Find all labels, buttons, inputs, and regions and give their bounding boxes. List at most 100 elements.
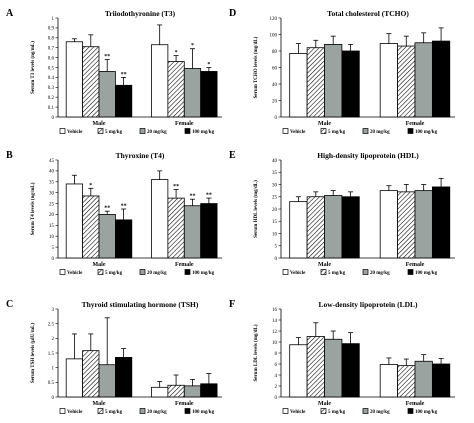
- legend-label: 100 mg/kg: [192, 130, 215, 135]
- legend-swatch: [139, 269, 146, 275]
- category-label: Male: [318, 121, 331, 127]
- y-tick-label: 45: [49, 159, 55, 164]
- bar: [167, 197, 185, 259]
- chart-panel-d: D Total cholesterol (TCHO) 0 20 40 60 80 100 120…: [229, 8, 455, 135]
- category-label: Male: [318, 262, 331, 268]
- legend-label: Vehicle: [67, 130, 83, 135]
- significance-mark: **: [104, 206, 110, 212]
- legend-label: Vehicle: [290, 271, 306, 276]
- bar: [414, 360, 433, 398]
- bar: [200, 383, 218, 398]
- legend-label: 5 mg/kg: [328, 410, 346, 415]
- y-tick-label: 120: [270, 17, 278, 22]
- panel-letter: B: [6, 150, 13, 161]
- y-tick-label: 0: [52, 396, 55, 401]
- panel-title: Triiodothyronine (T3): [105, 9, 176, 18]
- y-tick-label: 15: [272, 220, 278, 225]
- significance-mark: **: [121, 204, 127, 210]
- y-axis-label: Serum HDL levels (mg/dL): [254, 180, 259, 238]
- bar: [167, 384, 185, 398]
- chart-panel-c: C Thyroid stimulating hormone (TSH) 0 0.5 1 1…: [6, 299, 222, 415]
- panel-title: High-density lipoprotein (HDL): [317, 151, 419, 160]
- legend: Vehicle 5 mg/kg 20 mg/kg 100 mg/kg: [282, 128, 438, 135]
- legend: Vehicle 5 mg/kg 20 mg/kg 100 mg/kg: [282, 269, 438, 276]
- category-label: Female: [175, 401, 194, 407]
- y-tick-label: 14: [272, 319, 278, 324]
- legend-label: 100 mg/kg: [415, 410, 438, 415]
- y-tick-label: 0.5: [48, 66, 55, 71]
- bar: [397, 365, 416, 398]
- legend-label: 20 mg/kg: [370, 410, 390, 415]
- panel-letter: A: [6, 8, 14, 19]
- bar: [183, 205, 202, 259]
- y-axis-label: Serum TSH levels (μIU/mL): [31, 323, 36, 383]
- legend-label: Vehicle: [290, 130, 306, 135]
- panel-title: Low-density lipoprotein (LDL): [318, 300, 418, 309]
- y-tick-label: 5: [52, 246, 55, 251]
- bar: [183, 68, 202, 118]
- legend-swatch: [59, 128, 66, 134]
- category-label: Female: [406, 262, 425, 268]
- legend-swatch: [320, 128, 327, 134]
- y-tick-label: 8: [275, 352, 278, 357]
- y-tick-label: 1.5: [48, 352, 55, 357]
- y-tick-label: 30: [49, 191, 55, 196]
- bar: [397, 45, 416, 118]
- y-tick-label: 35: [49, 181, 55, 186]
- y-tick-label: 4: [275, 374, 278, 379]
- legend-label: 5 mg/kg: [105, 410, 123, 415]
- bar: [379, 190, 398, 259]
- legend-swatch: [320, 269, 327, 275]
- bar: [82, 46, 100, 118]
- panel-letter: C: [6, 299, 13, 310]
- legend-label: 20 mg/kg: [370, 130, 390, 135]
- y-tick-label: 0: [52, 116, 55, 121]
- legend-label: Vehicle: [290, 410, 306, 415]
- y-tick-label: 30: [272, 183, 278, 188]
- category-label: Female: [406, 121, 425, 127]
- y-tick-label: 25: [272, 196, 278, 201]
- bar: [200, 203, 218, 259]
- bar: [115, 356, 133, 398]
- legend-label: 100 mg/kg: [415, 130, 438, 135]
- y-tick-label: 0: [275, 257, 278, 262]
- legend-swatch: [59, 408, 66, 414]
- legend-swatch: [282, 128, 289, 134]
- bar: [115, 84, 133, 118]
- legend-label: 100 mg/kg: [192, 410, 215, 415]
- panel-letter: E: [229, 150, 236, 161]
- panel-title: Thyroxine (T4): [116, 151, 165, 160]
- y-axis-label: Serum T4 levels (ng/mL): [31, 182, 36, 235]
- y-tick-label: 10: [272, 232, 278, 237]
- chart-panel-b: B Thyroxine (T4) 0 5 10 15 20 25 30 35 40 45 Serum T…: [6, 150, 222, 276]
- y-tick-label: 35: [272, 171, 278, 176]
- bar: [65, 358, 83, 398]
- bar: [200, 71, 218, 118]
- bar: [289, 201, 308, 259]
- legend: Vehicle 5 mg/kg 20 mg/kg 100 mg/kg: [282, 408, 438, 415]
- legend-swatch: [97, 128, 104, 134]
- y-tick-label: 40: [272, 159, 278, 164]
- legend: Vehicle 5 mg/kg 20 mg/kg 100 mg/kg: [59, 128, 215, 135]
- bar: [324, 338, 343, 398]
- legend-label: 100 mg/kg: [192, 271, 215, 276]
- significance-mark: **: [189, 194, 195, 200]
- significance-mark: **: [121, 72, 127, 78]
- bar: [306, 336, 325, 398]
- y-tick-label: 10: [272, 341, 278, 346]
- legend-label: 5 mg/kg: [328, 130, 346, 135]
- bar: [431, 186, 451, 259]
- bar: [414, 42, 433, 118]
- bar: [324, 44, 343, 118]
- significance-mark: *: [207, 62, 210, 68]
- y-tick-label: 60: [272, 66, 278, 71]
- y-tick-label: 40: [272, 83, 278, 88]
- bar: [115, 219, 133, 259]
- bar: [431, 363, 451, 398]
- legend-label: 20 mg/kg: [147, 130, 167, 135]
- legend-swatch: [184, 408, 191, 414]
- bar: [414, 190, 433, 259]
- chart-panel-e: E High-density lipoprotein (HDL) 0 5 10 15 20 2…: [229, 150, 455, 276]
- y-tick-label: 0: [52, 257, 55, 262]
- legend-swatch: [362, 269, 369, 275]
